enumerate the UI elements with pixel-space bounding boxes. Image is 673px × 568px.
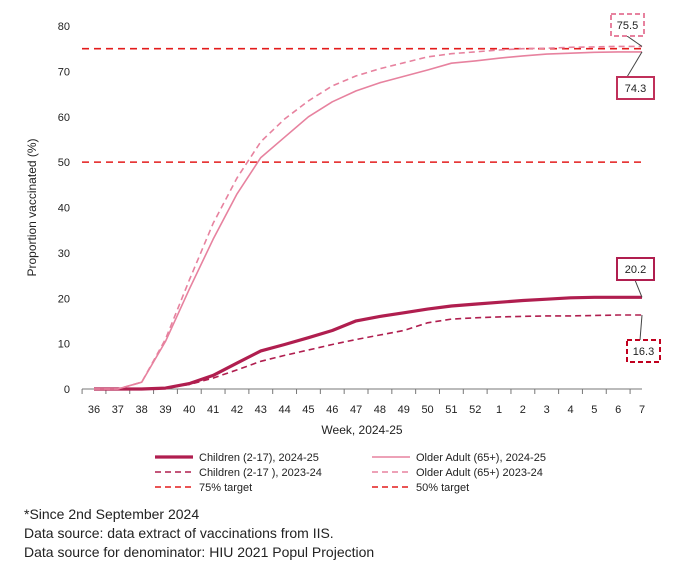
legend-label: Older Adult (65+), 2024-25: [416, 452, 546, 464]
x-tick-label: 6: [615, 404, 621, 416]
axes: 36 37 38 39 40 41 42 43 44 45 46 47 48 49 50 51 52 1 2 3 4 5 6…: [25, 21, 645, 437]
callout-value: 20.2: [625, 264, 646, 276]
series-lines: [94, 45, 642, 391]
legend-label: 50% target: [416, 482, 469, 494]
legend-label: Children (2-17 ), 2023-24: [199, 467, 322, 479]
x-tick-label: 36: [88, 404, 100, 416]
callout-box: [626, 339, 661, 363]
callout-box: [610, 13, 645, 37]
legend: Children (2-17), 2024-25 Older Adult (65+…: [155, 452, 546, 494]
callout-leader: [639, 314, 643, 341]
callout-leader: [634, 279, 643, 298]
x-tick-label: 46: [326, 404, 338, 416]
x-tick-label: 47: [350, 404, 362, 416]
x-tick-label: 48: [374, 404, 386, 416]
x-axis-title: Week, 2024-25: [321, 423, 402, 437]
series-line-0: [94, 295, 642, 391]
x-tick-label: 45: [302, 404, 314, 416]
footnote-denominator-source: Data source for denominator: HIU 2021 Po…: [24, 544, 375, 560]
chart-area: 36 37 38 39 40 41 42 43 44 45 46 47 48 49 50 51 52 1 2 3 4 5 6…: [25, 13, 661, 494]
x-tick-label: 41: [207, 404, 219, 416]
x-tick-label: 52: [469, 404, 481, 416]
footnote-data-source: Data source: data extract of vaccination…: [24, 525, 334, 541]
callout-value: 75.5: [617, 20, 638, 32]
y-tick-label: 0: [64, 384, 70, 396]
series-line-3: [94, 45, 642, 390]
y-axis-title: Proportion vaccinated (%): [25, 138, 39, 276]
y-tick-label: 30: [58, 248, 70, 260]
x-tick-label: 5: [591, 404, 597, 416]
series-line-2: [94, 51, 642, 390]
x-tick-label: 49: [398, 404, 410, 416]
x-tick-label: 2: [520, 404, 526, 416]
y-tick-label: 80: [58, 21, 70, 33]
y-tick-label: 40: [58, 203, 70, 215]
y-tick-label: 70: [58, 66, 70, 78]
footnotes: *Since 2nd September 2024 Data source: d…: [24, 505, 664, 562]
footnote-since: *Since 2nd September 2024: [24, 506, 200, 522]
x-tick-label: 1: [496, 404, 502, 416]
callout-value: 16.3: [633, 346, 654, 358]
x-tick-label: 7: [639, 404, 645, 416]
callout-box: [616, 76, 655, 100]
x-tick-label: 4: [567, 404, 573, 416]
x-tick-label: 43: [255, 404, 267, 416]
y-tick-label: 20: [58, 293, 70, 305]
x-tick-label: 44: [278, 404, 290, 416]
x-tick-label: 51: [445, 404, 457, 416]
line-chart: 36 37 38 39 40 41 42 43 44 45 46 47 48 49 50 51 52 1 2 3 4 5 6…: [25, 13, 661, 494]
y-tick-label: 10: [58, 339, 70, 351]
y-tick-label: 60: [58, 112, 70, 124]
x-tick-label: 42: [231, 404, 243, 416]
legend-label: 75% target: [199, 482, 252, 494]
x-tick-label: 37: [112, 404, 124, 416]
callout-box: [616, 257, 655, 281]
x-tick-label: 50: [421, 404, 433, 416]
series-line-1: [94, 314, 642, 390]
target-lines: [82, 47, 642, 163]
x-tick-label: 38: [136, 404, 148, 416]
legend-label: Older Adult (65+) 2023-24: [416, 467, 543, 479]
x-tick-label: 40: [183, 404, 195, 416]
callout-leader: [626, 35, 643, 47]
y-tick-label: 50: [58, 157, 70, 169]
x-tick-label: 3: [544, 404, 550, 416]
callout-leader: [626, 51, 643, 78]
value-callouts: 75.5 74.3 20.2 16.3: [610, 13, 661, 363]
legend-label: Children (2-17), 2024-25: [199, 452, 319, 464]
x-tick-label: 39: [159, 404, 171, 416]
callout-value: 74.3: [625, 83, 646, 95]
